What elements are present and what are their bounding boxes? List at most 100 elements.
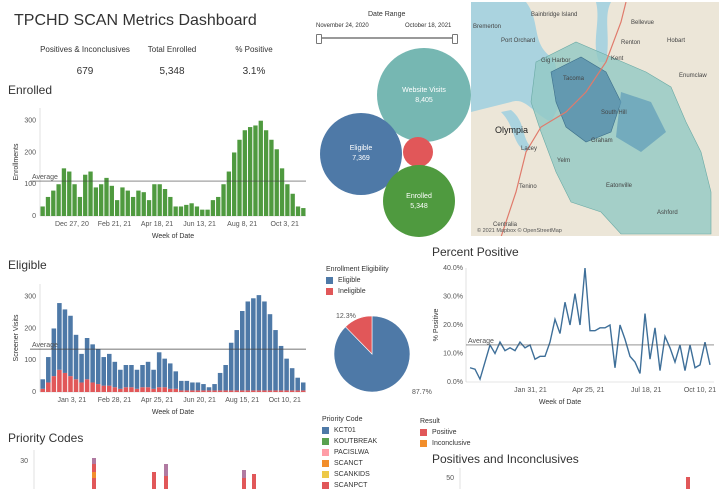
bar[interactable] [184, 390, 190, 392]
bar[interactable] [210, 200, 216, 216]
bar[interactable] [189, 203, 194, 216]
bar[interactable] [62, 309, 68, 373]
percent-positive-series-line[interactable] [469, 267, 711, 382]
bar[interactable] [295, 206, 301, 216]
legend-item-pacislwa[interactable]: PACISLWA [322, 447, 412, 458]
bubble-eligible[interactable] [320, 113, 402, 195]
bar[interactable] [200, 209, 205, 216]
bar[interactable] [240, 390, 245, 392]
bar[interactable] [195, 382, 201, 391]
bar[interactable] [56, 184, 61, 216]
bar[interactable] [206, 390, 212, 392]
bar[interactable] [46, 357, 51, 383]
bar[interactable] [140, 387, 145, 392]
date-range-start-handle[interactable] [316, 34, 322, 44]
bar[interactable] [140, 365, 145, 388]
legend-item-scanct[interactable]: SCANCT [322, 458, 412, 469]
bar[interactable] [157, 184, 162, 216]
date-range-slider[interactable] [316, 34, 458, 44]
bar[interactable] [300, 382, 306, 391]
bar[interactable] [84, 379, 90, 392]
bar[interactable] [256, 390, 262, 392]
bar[interactable] [212, 384, 217, 391]
positives-bar[interactable] [686, 477, 690, 489]
bar[interactable] [201, 390, 206, 392]
bar[interactable] [173, 206, 178, 216]
bar[interactable] [156, 387, 162, 392]
priority-bar[interactable] [164, 464, 168, 476]
date-range-end-handle[interactable] [452, 34, 458, 44]
bar[interactable] [173, 388, 179, 392]
bar[interactable] [68, 376, 73, 392]
bar[interactable] [274, 149, 279, 216]
bar[interactable] [136, 190, 141, 216]
bar[interactable] [156, 352, 162, 388]
bar[interactable] [123, 387, 129, 392]
bar[interactable] [68, 315, 73, 377]
bar[interactable] [301, 208, 306, 216]
bar[interactable] [107, 385, 112, 392]
bar[interactable] [101, 385, 106, 392]
bar[interactable] [112, 387, 118, 392]
bar[interactable] [223, 390, 228, 392]
bar[interactable] [228, 342, 234, 391]
bar[interactable] [72, 184, 77, 216]
bar[interactable] [141, 192, 146, 216]
priority-bar[interactable] [92, 458, 96, 464]
bar[interactable] [130, 196, 136, 216]
bar[interactable] [151, 369, 156, 389]
bar[interactable] [232, 152, 237, 216]
bar[interactable] [221, 184, 226, 216]
bar[interactable] [40, 206, 45, 216]
bar[interactable] [114, 200, 120, 216]
bar[interactable] [234, 390, 239, 392]
legend-item-ineligible[interactable]: Ineligible [326, 286, 426, 297]
bar[interactable] [278, 390, 284, 392]
bar[interactable] [267, 390, 273, 392]
legend-item-positive[interactable]: Positive [420, 427, 500, 438]
bar[interactable] [162, 189, 168, 216]
bar[interactable] [216, 196, 221, 216]
bar[interactable] [118, 388, 123, 392]
bar[interactable] [295, 377, 300, 391]
bar[interactable] [240, 311, 245, 391]
pie-slice-eligible[interactable] [333, 315, 411, 393]
priority-bar[interactable] [252, 474, 256, 489]
legend-item-inconclusive[interactable]: Inconclusive [420, 438, 500, 449]
bar[interactable] [190, 382, 195, 391]
bubble-website-visits[interactable] [377, 48, 471, 142]
bar[interactable] [179, 390, 184, 392]
bar[interactable] [90, 344, 95, 383]
bar[interactable] [167, 388, 173, 392]
bar[interactable] [129, 387, 134, 392]
bar[interactable] [247, 127, 253, 216]
bar[interactable] [146, 200, 152, 216]
bar[interactable] [45, 196, 51, 216]
bar[interactable] [263, 130, 269, 216]
bar[interactable] [51, 376, 57, 392]
bar[interactable] [73, 334, 79, 380]
bar[interactable] [190, 390, 195, 392]
bar[interactable] [51, 190, 56, 216]
bar[interactable] [267, 314, 273, 391]
bar[interactable] [151, 388, 156, 392]
priority-bar[interactable] [242, 478, 246, 489]
bar[interactable] [162, 387, 167, 392]
bar[interactable] [278, 345, 284, 391]
bar[interactable] [258, 120, 263, 216]
bar[interactable] [173, 371, 179, 389]
bar[interactable] [145, 361, 151, 388]
bar[interactable] [46, 382, 51, 392]
bar[interactable] [206, 387, 212, 391]
bar[interactable] [93, 187, 99, 216]
bar[interactable] [256, 295, 262, 391]
bar[interactable] [217, 372, 223, 391]
bar[interactable] [289, 368, 295, 391]
legend-item-eligible[interactable]: Eligible [326, 275, 426, 286]
bar[interactable] [300, 390, 306, 392]
bar[interactable] [228, 390, 234, 392]
bar[interactable] [289, 390, 295, 392]
bar[interactable] [90, 382, 95, 392]
bar[interactable] [112, 361, 118, 388]
bar[interactable] [178, 206, 184, 216]
